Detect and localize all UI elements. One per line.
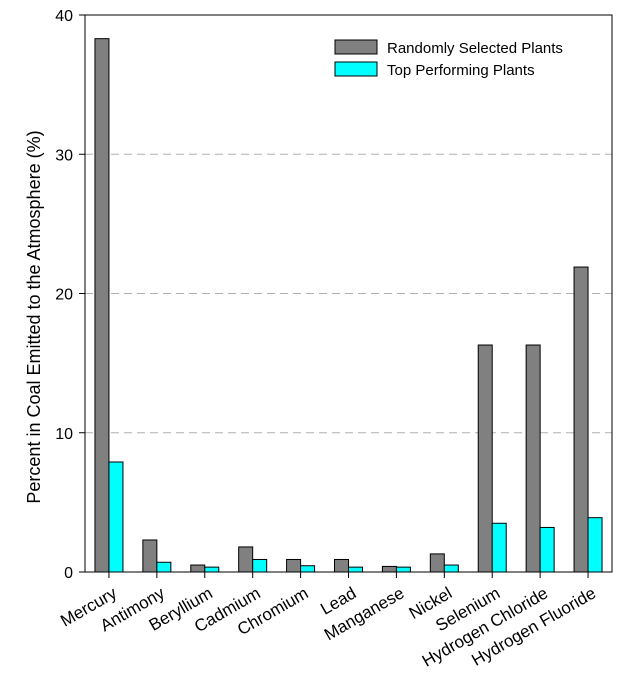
bar-randomly-selected <box>190 564 206 573</box>
legend-swatch <box>334 39 378 55</box>
bar-randomly-selected <box>381 565 397 573</box>
bar-top-performing <box>252 558 268 573</box>
bars <box>94 38 603 573</box>
bar-top-performing <box>348 566 363 573</box>
gridlines <box>85 153 612 434</box>
bar-randomly-selected <box>525 344 541 573</box>
bar-randomly-selected <box>573 266 589 573</box>
legend-label: Randomly Selected Plants <box>387 40 563 57</box>
y-tick-label: 40 <box>55 8 73 25</box>
bar-top-performing <box>587 517 603 573</box>
y-tick-label: 20 <box>55 287 73 304</box>
bar-randomly-selected <box>238 546 254 573</box>
bar-randomly-selected <box>94 38 110 573</box>
bar-top-performing <box>443 564 459 573</box>
bar-randomly-selected <box>142 539 158 573</box>
bar-top-performing <box>395 566 411 573</box>
legend-swatch <box>334 61 378 77</box>
bar-top-performing <box>300 565 316 573</box>
y-tick-label: 10 <box>55 426 73 443</box>
bar-randomly-selected <box>477 344 493 573</box>
bar-randomly-selected <box>286 558 302 573</box>
y-axis-label: Percent in Coal Emitted to the Atmospher… <box>24 130 44 503</box>
y-tick-label: 0 <box>64 565 73 582</box>
bar-randomly-selected <box>334 558 349 573</box>
bar-top-performing <box>539 526 555 573</box>
bar-top-performing <box>156 561 172 573</box>
bar-randomly-selected <box>429 553 445 573</box>
legend-label: Top Performing Plants <box>387 62 535 79</box>
bar-top-performing <box>108 461 124 573</box>
y-tick-label: 30 <box>55 147 73 164</box>
bar-top-performing <box>491 522 507 573</box>
y-axis: 0 10 20 30 40 <box>55 8 85 582</box>
legend: Randomly Selected Plants Top Performing P… <box>334 39 563 79</box>
bar-top-performing <box>204 566 220 573</box>
